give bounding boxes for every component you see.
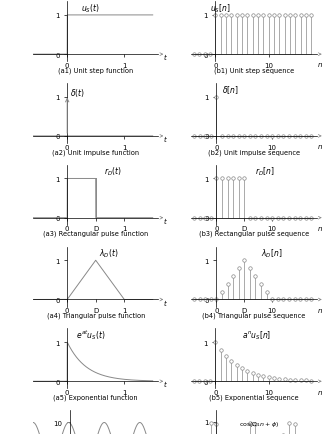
Text: $t$: $t$	[163, 134, 168, 144]
Text: $a^n u_S[n]$: $a^n u_S[n]$	[242, 329, 272, 341]
Text: (b1) Unit step sequence: (b1) Unit step sequence	[214, 67, 294, 74]
Text: $e^{at}u_S(t)$: $e^{at}u_S(t)$	[76, 327, 105, 341]
Text: (a2) Unit impulse function: (a2) Unit impulse function	[52, 149, 139, 155]
Text: (b5) Exponential sequence: (b5) Exponential sequence	[209, 394, 299, 400]
Text: $u_S(t)$: $u_S(t)$	[82, 2, 100, 15]
Text: $n$: $n$	[317, 224, 323, 233]
Text: $u_S[n]$: $u_S[n]$	[210, 2, 231, 15]
Text: $r_D(t)$: $r_D(t)$	[104, 165, 122, 178]
Text: $\lambda_D[n]$: $\lambda_D[n]$	[261, 247, 282, 260]
Text: (a4) Triangular pulse function: (a4) Triangular pulse function	[47, 312, 145, 319]
Text: $n$: $n$	[317, 388, 323, 396]
Text: (a3) Rectangular pulse function: (a3) Rectangular pulse function	[43, 230, 148, 237]
Text: $\delta[n]$: $\delta[n]$	[222, 84, 239, 95]
Text: $r_D[n]$: $r_D[n]$	[255, 165, 275, 178]
Text: $n$: $n$	[317, 306, 323, 314]
Text: $t$: $t$	[163, 215, 168, 225]
Text: (b4) Triangular pulse sequence: (b4) Triangular pulse sequence	[202, 312, 306, 319]
Text: $\lambda_D(t)$: $\lambda_D(t)$	[99, 247, 118, 260]
Text: (b3) Rectangular pulse sequence: (b3) Rectangular pulse sequence	[199, 230, 309, 237]
Text: $n$: $n$	[317, 143, 323, 151]
Text: (a5) Exponential function: (a5) Exponential function	[53, 394, 138, 400]
Text: $t$: $t$	[163, 297, 168, 307]
Text: $t$: $t$	[163, 378, 168, 388]
Text: $n$: $n$	[317, 61, 323, 69]
Text: $\cos(\Omega_1 n+\phi)$: $\cos(\Omega_1 n+\phi)$	[239, 419, 279, 427]
Text: $t$: $t$	[163, 52, 168, 62]
Text: (a1) Unit step function: (a1) Unit step function	[58, 67, 133, 74]
Text: (b2) Unit impulse sequence: (b2) Unit impulse sequence	[208, 149, 300, 155]
Text: $\delta(t)$: $\delta(t)$	[70, 86, 85, 99]
